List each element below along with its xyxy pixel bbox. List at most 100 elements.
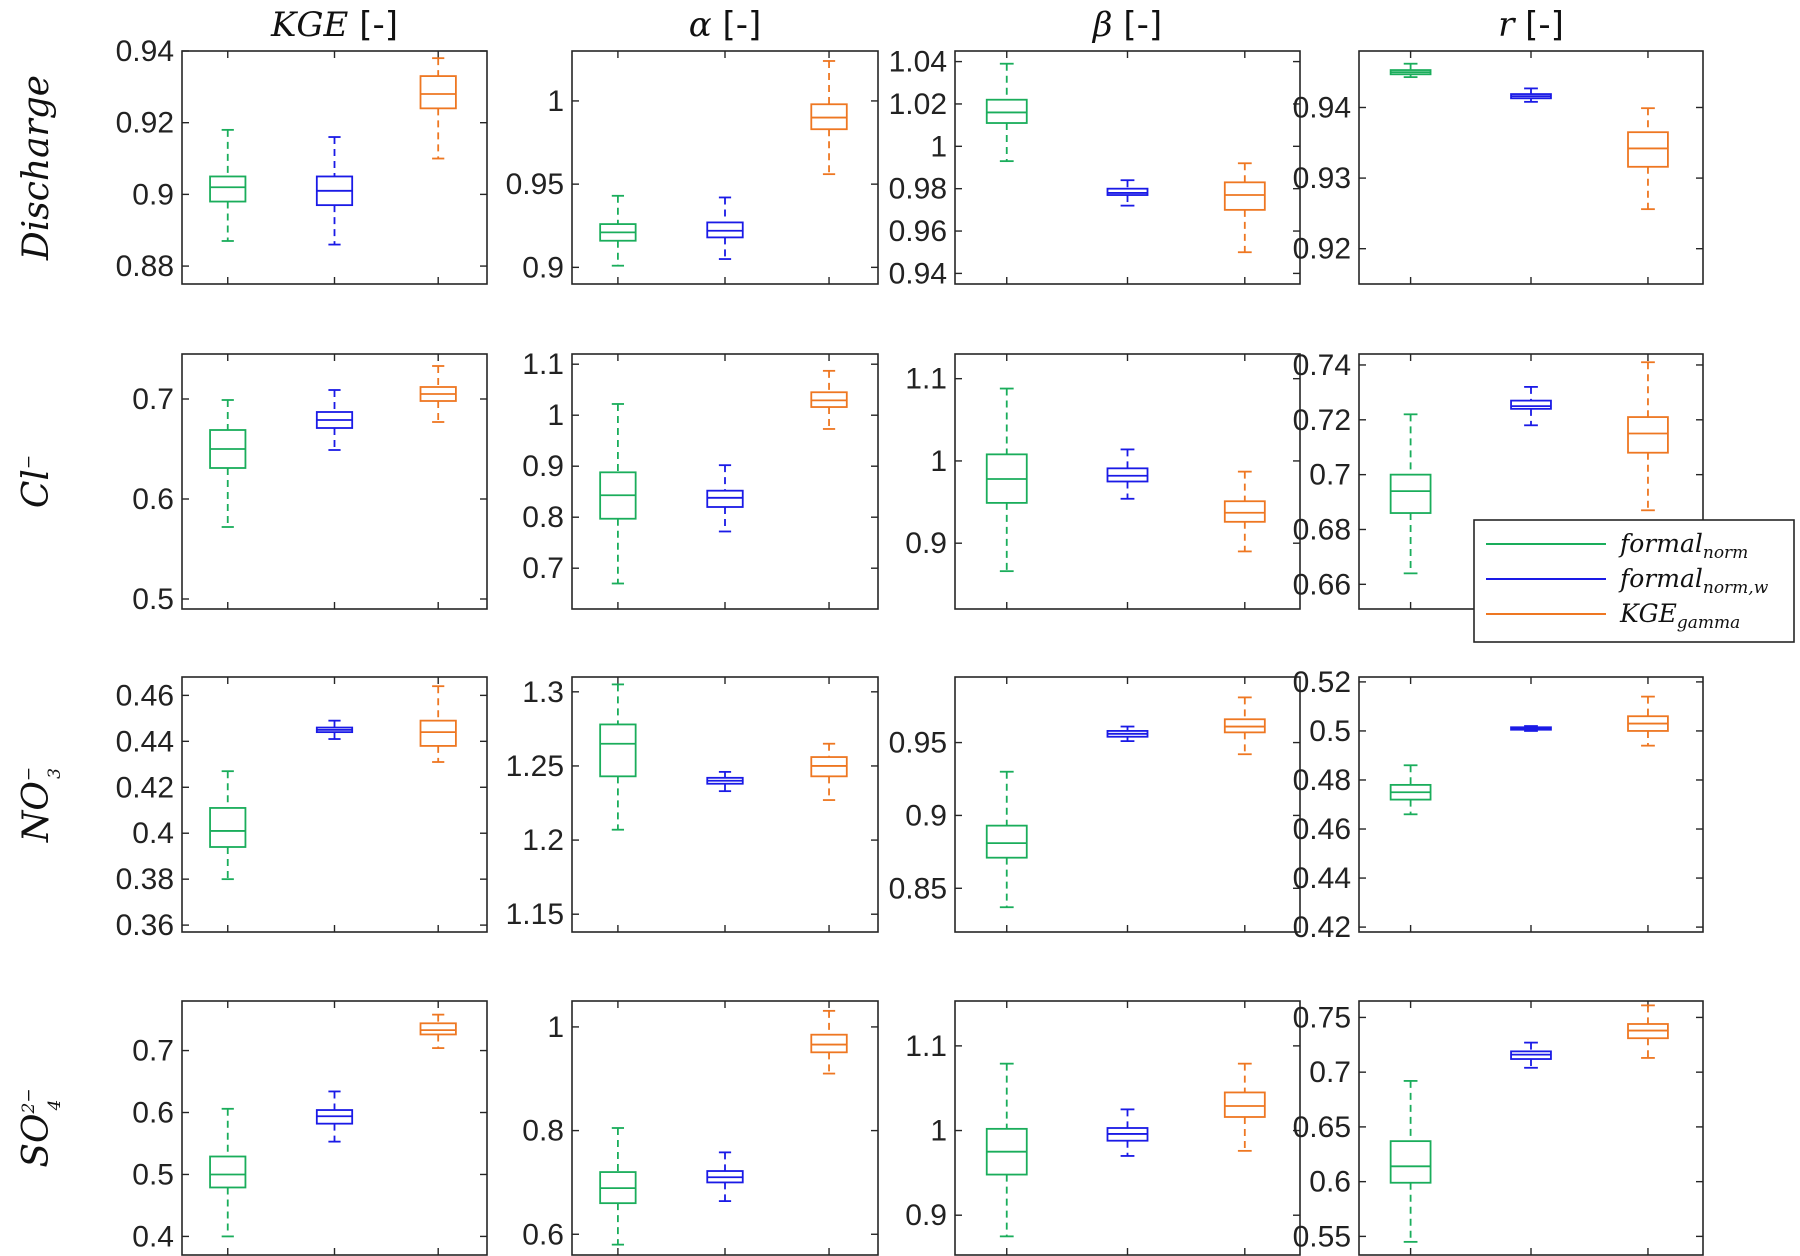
legend-entry: formalnorm — [1618, 529, 1748, 563]
row-label: Cl− — [16, 455, 57, 508]
y-tick-label: 1 — [930, 1115, 947, 1148]
iqr-box — [209, 1155, 247, 1189]
iqr-box — [419, 1022, 457, 1036]
iqr-box — [599, 723, 637, 778]
y-tick-label: 0.9 — [522, 450, 564, 483]
y-tick-label: 1 — [930, 130, 947, 163]
box — [985, 770, 1028, 909]
y-tick-label: 0.66 — [1293, 568, 1351, 601]
y-tick-label: 0.93 — [1293, 162, 1351, 195]
y-tick-label: 0.96 — [889, 215, 947, 248]
panel: 0.88 0.9 0.92 0.94 — [116, 35, 488, 285]
box — [985, 1062, 1028, 1238]
y-tick-label: 0.48 — [1293, 764, 1351, 797]
y-tick-label: 1 — [547, 399, 564, 432]
y-tick-label: 1.02 — [889, 88, 947, 121]
y-tick-label: 0.85 — [889, 872, 947, 905]
column-title: KGE [-] — [270, 5, 398, 45]
box — [1223, 470, 1266, 553]
column-title: β [-] — [1091, 5, 1162, 45]
panel: 0.9 1 1.1 — [905, 1000, 1301, 1256]
panel: 0.36 0.38 0.4 0.42 0.44 0.46 — [116, 676, 488, 942]
iqr-box — [1223, 500, 1266, 523]
y-tick-label: 0.7 — [132, 1035, 174, 1068]
axes-frame — [571, 50, 879, 285]
y-tick-label: 0.95 — [889, 727, 947, 760]
box — [1510, 386, 1552, 427]
box — [810, 742, 848, 801]
y-tick-label: 1 — [547, 1011, 564, 1044]
box — [1389, 1080, 1432, 1243]
axes-frame — [181, 676, 488, 933]
y-tick-label: 0.6 — [132, 483, 174, 516]
iqr-box — [419, 719, 457, 747]
box — [419, 1013, 457, 1049]
box — [810, 369, 848, 430]
box — [1389, 764, 1432, 816]
panel: 0.55 0.6 0.65 0.7 0.75 — [1293, 1000, 1704, 1256]
iqr-box — [1106, 187, 1149, 196]
box — [1510, 725, 1552, 732]
y-tick-label: 0.94 — [1293, 91, 1351, 124]
y-tick-label: 1.15 — [506, 898, 564, 931]
y-tick-label: 0.92 — [116, 107, 174, 140]
y-tick-label: 0.94 — [116, 35, 174, 68]
row-label: Discharge — [16, 75, 57, 261]
iqr-box — [985, 824, 1028, 859]
y-tick-label: 0.94 — [889, 257, 947, 290]
row-label: SO2− 4 — [16, 1088, 65, 1167]
y-tick-label: 0.52 — [1293, 666, 1351, 699]
box — [315, 1090, 354, 1143]
y-tick-label: 1 — [547, 85, 564, 118]
box — [985, 387, 1028, 573]
panel: 0.92 0.93 0.94 — [1293, 50, 1704, 285]
box — [810, 1009, 848, 1075]
y-tick-label: 0.92 — [1293, 233, 1351, 266]
y-tick-label: 0.9 — [905, 527, 947, 560]
box — [706, 196, 744, 260]
y-tick-label: 0.7 — [1309, 459, 1351, 492]
y-tick-label: 1.3 — [522, 676, 564, 709]
panels: 0.88 0.9 0.92 0.94 0.9 0.95 1 0.94 0.96 0.98 1 1.02… — [116, 35, 1704, 1256]
panel: 0.42 0.44 0.46 0.48 0.5 0.52 — [1293, 666, 1704, 944]
iqr-box — [706, 489, 744, 508]
box — [1510, 1041, 1552, 1069]
y-tick-label: 1.1 — [905, 1030, 947, 1063]
box — [1627, 107, 1669, 211]
y-tick-label: 1.1 — [905, 363, 947, 396]
box — [1106, 448, 1149, 500]
axes-frame — [571, 676, 879, 933]
row-labels: Discharge Cl− NO− 3 SO2− 4 — [16, 75, 65, 1168]
row-label: NO− 3 — [16, 767, 65, 843]
y-tick-label: 0.46 — [116, 679, 174, 712]
y-tick-label: 0.4 — [132, 1220, 174, 1253]
panel: 0.4 0.5 0.6 0.7 — [132, 1000, 488, 1256]
y-tick-label: 0.72 — [1293, 404, 1351, 437]
box — [209, 399, 247, 528]
iqr-box — [209, 807, 247, 848]
box — [315, 389, 354, 451]
box — [315, 719, 354, 740]
y-tick-label: 0.38 — [116, 863, 174, 896]
y-tick-label: 0.8 — [522, 501, 564, 534]
box — [1223, 162, 1266, 254]
panel: 0.5 0.6 0.7 — [132, 353, 488, 616]
y-tick-label: 0.9 — [132, 178, 174, 211]
y-tick-label: 0.65 — [1293, 1111, 1351, 1144]
y-tick-label: 0.5 — [1309, 715, 1351, 748]
panel: 0.9 1 1.1 — [905, 353, 1301, 610]
y-tick-label: 0.44 — [1293, 862, 1351, 895]
box — [315, 136, 354, 246]
y-tick-label: 1 — [930, 445, 947, 478]
y-tick-label: 1.2 — [522, 824, 564, 857]
box — [209, 770, 247, 881]
y-tick-label: 0.9 — [905, 1199, 947, 1232]
column-title: r [-] — [1498, 5, 1564, 45]
iqr-box — [1627, 416, 1669, 454]
axes-frame — [954, 50, 1301, 285]
box — [419, 685, 457, 763]
box — [209, 1107, 247, 1238]
iqr-box — [1389, 473, 1432, 514]
iqr-box — [985, 98, 1028, 124]
y-tick-label: 0.7 — [132, 383, 174, 416]
